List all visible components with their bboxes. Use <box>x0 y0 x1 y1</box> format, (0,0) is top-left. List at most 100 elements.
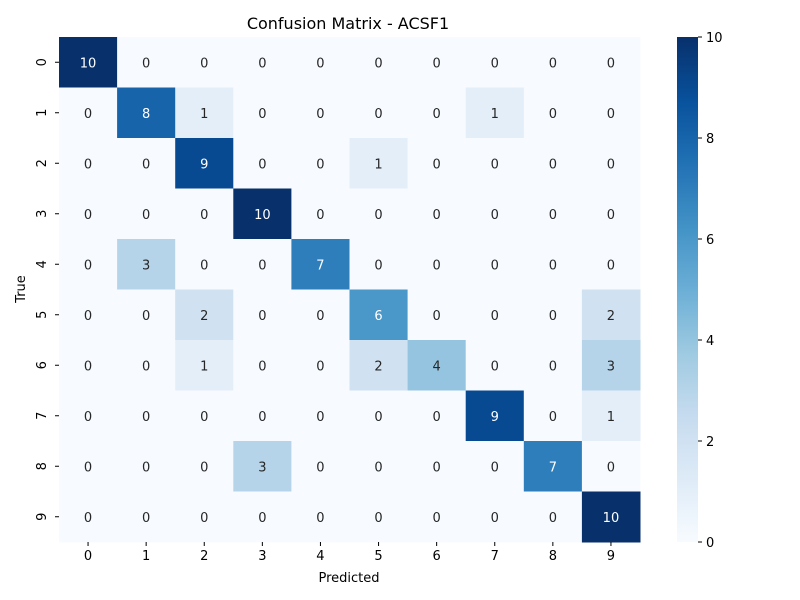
heatmap-cell-r3-c5 <box>349 188 409 240</box>
cell-value-label: 0 <box>433 410 441 425</box>
x-tick-label: 4 <box>316 549 324 564</box>
colorbar-gradient <box>677 37 698 542</box>
heatmap-cell-r4-c1 <box>117 239 176 290</box>
heatmap-cell-r8-c9 <box>581 441 641 492</box>
heatmap-cell-r2-c0 <box>59 138 118 189</box>
cell-value-label: 2 <box>374 359 382 374</box>
y-tick-label: 5 <box>35 311 50 319</box>
heatmap-cell-r7-c4 <box>291 390 350 442</box>
heatmap-cell-r1-c9 <box>581 87 641 139</box>
heatmap-cell-r6-c0 <box>59 340 118 391</box>
cell-value-label: 0 <box>316 208 324 223</box>
cell-value-label: 0 <box>549 258 557 273</box>
heatmap-cell-r1-c0 <box>59 87 118 139</box>
heatmap-cell-r0-c1 <box>117 37 176 88</box>
cell-value-label: 0 <box>316 309 324 324</box>
heatmap-cell-r6-c2 <box>175 340 234 391</box>
y-tick-label: 6 <box>35 361 50 369</box>
x-tick-label: 3 <box>258 549 266 564</box>
cell-value-label: 0 <box>549 56 557 71</box>
heatmap-cell-r4-c7 <box>465 239 525 290</box>
heatmap-cell-r1-c3 <box>233 87 292 139</box>
cell-value-label: 0 <box>433 157 441 172</box>
heatmap-cell-r6-c9 <box>581 340 641 391</box>
cell-value-label: 1 <box>374 157 382 172</box>
heatmap-cell-r9-c7 <box>465 491 525 543</box>
cell-value-label: 0 <box>491 157 499 172</box>
cell-value-label: 0 <box>258 410 266 425</box>
heatmap-cell-r1-c5 <box>349 87 409 139</box>
cell-value-label: 0 <box>316 359 324 374</box>
heatmap-cell-r3-c7 <box>465 188 525 240</box>
cell-value-label: 0 <box>142 359 150 374</box>
heatmap-cell-r1-c2 <box>175 87 234 139</box>
colorbar-tick-label: 0 <box>706 536 714 551</box>
heatmap-cell-r5-c8 <box>523 289 583 341</box>
x-axis-label: Predicted <box>318 571 379 586</box>
cell-value-label: 0 <box>607 157 615 172</box>
cell-value-label: 6 <box>374 309 382 324</box>
cell-value-label: 0 <box>316 56 324 71</box>
heatmap-cell-r3-c2 <box>175 188 234 240</box>
x-axis-ticks: 0 1 2 3 4 5 6 7 8 9 <box>84 542 615 564</box>
cell-value-label: 0 <box>374 258 382 273</box>
cell-value-label: 0 <box>142 56 150 71</box>
heatmap-cell-r5-c1 <box>117 289 176 341</box>
cell-value-label: 0 <box>491 208 499 223</box>
cell-value-label: 0 <box>258 309 266 324</box>
heatmap-cell-r7-c6 <box>407 390 467 442</box>
x-tick-label: 9 <box>607 549 615 564</box>
cell-value-label: 0 <box>433 107 441 122</box>
heatmap-cell-r2-c4 <box>291 138 350 189</box>
heatmap-cell-r7-c0 <box>59 390 118 442</box>
heatmap-cell-r9-c4 <box>291 491 350 543</box>
cell-value-label: 0 <box>142 208 150 223</box>
cell-value-label: 0 <box>491 309 499 324</box>
heatmap-cell-r2-c5 <box>349 138 409 189</box>
cell-value-label: 2 <box>607 309 615 324</box>
cell-value-label: 0 <box>607 258 615 273</box>
cell-value-label: 0 <box>316 460 324 475</box>
cell-value-label: 3 <box>142 258 150 273</box>
heatmap-cell-r5-c7 <box>465 289 525 341</box>
cell-value-label: 0 <box>84 309 92 324</box>
cell-value-label: 0 <box>433 258 441 273</box>
heatmap-cell-r7-c2 <box>175 390 234 442</box>
x-tick-label: 6 <box>433 549 441 564</box>
cell-value-label: 0 <box>491 460 499 475</box>
heatmap-cell-r9-c3 <box>233 491 292 543</box>
cell-value-label: 0 <box>258 56 266 71</box>
cell-value-label: 0 <box>433 56 441 71</box>
heatmap-cell-r6-c1 <box>117 340 176 391</box>
heatmap-cell-r9-c2 <box>175 491 234 543</box>
cell-value-label: 0 <box>200 410 208 425</box>
heatmap-cell-r8-c7 <box>465 441 525 492</box>
heatmap-cell-r7-c7 <box>465 390 525 442</box>
y-tick-label: 7 <box>35 412 50 420</box>
x-tick-label: 0 <box>84 549 92 564</box>
cell-value-label: 0 <box>549 208 557 223</box>
heatmap-cell-r4-c6 <box>407 239 467 290</box>
y-tick-label: 2 <box>35 159 50 167</box>
heatmap-cell-r9-c9 <box>581 491 641 543</box>
y-axis-label: True <box>14 275 29 304</box>
heatmap-cell-r4-c3 <box>233 239 292 290</box>
heatmap-cell-r2-c8 <box>523 138 583 189</box>
cell-value-label: 0 <box>316 107 324 122</box>
cell-value-label: 0 <box>433 511 441 526</box>
heatmap-cell-r1-c8 <box>523 87 583 139</box>
heatmap-cell-r3-c9 <box>581 188 641 240</box>
heatmap-cell-r2-c6 <box>407 138 467 189</box>
y-tick-label: 9 <box>35 513 50 521</box>
cell-value-label: 2 <box>200 309 208 324</box>
colorbar-tick-label: 8 <box>706 132 714 147</box>
cell-value-label: 0 <box>200 208 208 223</box>
cell-value-label: 3 <box>258 460 266 475</box>
heatmap-cell-r8-c4 <box>291 441 350 492</box>
cell-value-label: 0 <box>433 208 441 223</box>
heatmap-cell-r1-c4 <box>291 87 350 139</box>
cell-value-label: 10 <box>80 56 97 71</box>
heatmap-cell-r2-c2 <box>175 138 234 189</box>
colorbar-tick-label: 2 <box>706 435 714 450</box>
